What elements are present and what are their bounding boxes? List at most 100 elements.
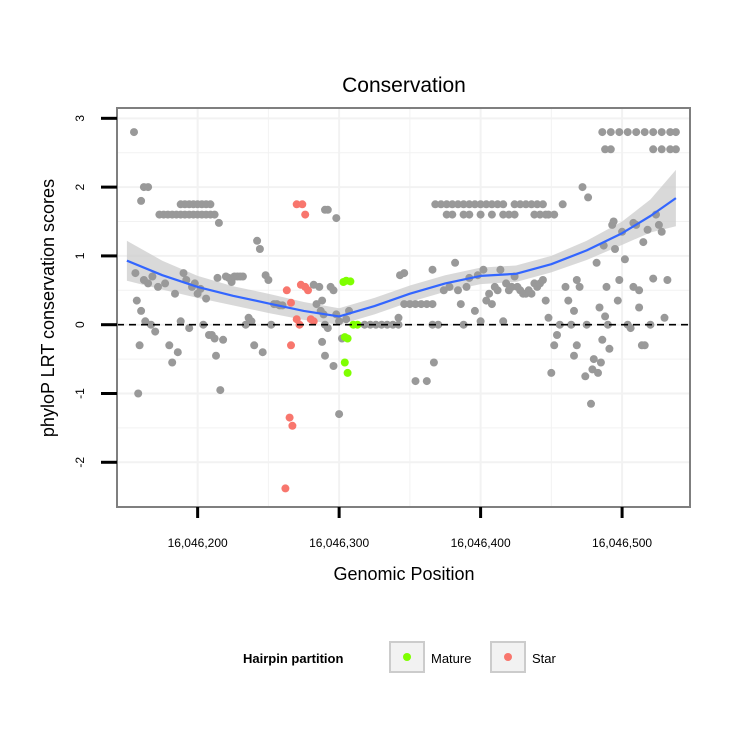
point-other <box>151 327 160 336</box>
point-other <box>476 317 485 326</box>
point-mature <box>346 277 355 286</box>
point-other <box>635 286 644 295</box>
point-other <box>456 300 465 309</box>
point-star <box>282 286 291 295</box>
point-other <box>558 200 567 209</box>
point-other <box>596 358 605 367</box>
point-other <box>592 258 601 267</box>
point-other <box>550 210 559 219</box>
point-other <box>400 300 409 309</box>
point-other <box>476 210 485 219</box>
point-other <box>572 341 581 350</box>
point-other <box>321 351 329 360</box>
point-other <box>213 273 222 282</box>
point-other <box>459 200 468 209</box>
point-other <box>168 358 177 367</box>
point-other <box>335 410 344 419</box>
point-other <box>598 128 607 137</box>
point-other <box>544 313 553 322</box>
point-other <box>603 320 612 329</box>
point-other <box>487 210 496 219</box>
point-other <box>671 128 680 137</box>
confidence-band-layer <box>126 169 676 325</box>
frame-layer: 16,046,200 16,046,300 16,046,400 16,046,500… <box>73 107 691 550</box>
point-other <box>601 312 610 321</box>
point-other <box>470 306 479 315</box>
point-other <box>564 296 573 305</box>
point-other <box>134 389 143 398</box>
point-other <box>476 200 485 209</box>
point-other <box>510 200 519 209</box>
point-other <box>253 236 262 245</box>
point-other <box>649 274 658 283</box>
point-other <box>530 210 539 219</box>
point-other <box>144 279 153 288</box>
legend-key-mature-box <box>389 641 425 673</box>
point-other <box>161 279 170 288</box>
point-other <box>417 300 426 309</box>
legend-key-star-dot <box>504 653 512 661</box>
y-tick-label: 2 <box>73 183 87 190</box>
point-other <box>405 300 414 309</box>
point-star <box>301 210 310 219</box>
point-other <box>609 217 618 226</box>
point-other <box>626 324 635 333</box>
x-tick-label: 16,046,400 <box>451 536 511 550</box>
point-other <box>154 282 162 291</box>
point-other <box>388 320 397 329</box>
y-axis-title: phyloP LRT conservation scores <box>38 179 58 437</box>
point-other <box>176 317 185 326</box>
point-other <box>649 128 658 137</box>
point-other <box>258 348 267 357</box>
smooth-line <box>126 197 677 318</box>
point-other <box>666 145 675 154</box>
point-other <box>173 348 182 357</box>
point-star <box>304 286 312 295</box>
point-other <box>219 335 228 344</box>
y-tick-label: 0 <box>73 321 87 328</box>
point-other <box>179 269 188 278</box>
point-other <box>131 269 140 278</box>
point-other <box>561 282 570 291</box>
point-other <box>657 128 666 137</box>
point-other <box>411 300 420 309</box>
point-mature <box>343 334 352 343</box>
point-other <box>606 128 615 137</box>
point-other <box>434 320 443 329</box>
legend-key-mature-dot <box>403 653 411 661</box>
point-other <box>527 289 536 298</box>
point-other <box>496 265 505 274</box>
point-other <box>459 320 468 329</box>
point-other <box>487 300 496 309</box>
x-tick-label: 16,046,500 <box>592 536 652 550</box>
point-star <box>288 421 297 430</box>
point-other <box>238 272 247 281</box>
point-other <box>605 344 614 353</box>
x-tick-label: 16,046,200 <box>168 536 228 550</box>
point-other <box>264 276 273 284</box>
point-other <box>572 276 581 284</box>
point-other <box>465 210 474 219</box>
point-other <box>454 286 462 295</box>
panel-border <box>116 107 691 508</box>
point-other <box>210 334 219 343</box>
point-other <box>587 399 595 408</box>
point-star <box>309 317 318 326</box>
point-other <box>214 218 223 227</box>
point-other <box>555 320 564 329</box>
point-other <box>632 128 641 137</box>
point-other <box>454 200 462 209</box>
point-other <box>533 200 542 209</box>
point-star <box>281 484 290 493</box>
point-other <box>615 128 624 137</box>
point-other <box>521 200 530 209</box>
point-other <box>448 210 457 219</box>
point-other <box>553 331 561 339</box>
point-other <box>613 296 622 305</box>
point-other <box>649 145 658 154</box>
x-axis-title: Genomic Position <box>333 564 474 584</box>
point-other <box>536 210 544 219</box>
point-other <box>581 372 590 381</box>
